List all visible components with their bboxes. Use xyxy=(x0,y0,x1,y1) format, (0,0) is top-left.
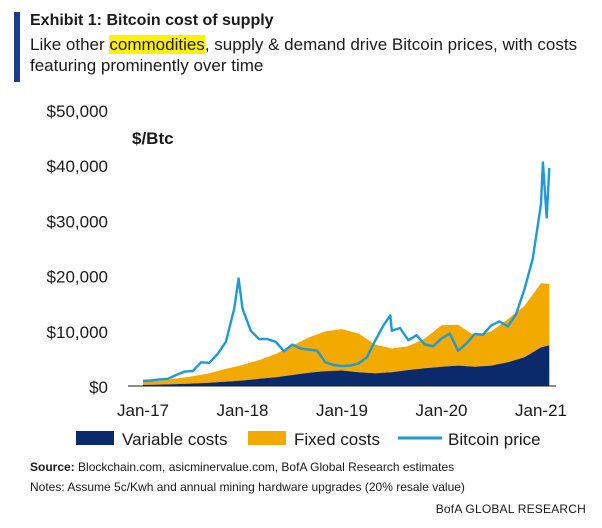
y-tick-label: $30,000 xyxy=(47,212,108,231)
x-tick-label: Jan-17 xyxy=(117,401,169,420)
x-tick-label: Jan-21 xyxy=(515,401,567,420)
source-text: Blockchain.com, asicminervalue.com, BofA… xyxy=(74,460,455,474)
fixed-costs-area xyxy=(143,283,550,385)
accent-bar xyxy=(14,12,20,82)
legend-swatch xyxy=(76,431,114,445)
subtitle-post: , supply & demand drive Bitcoin prices, … xyxy=(30,35,578,75)
x-tick-label: Jan-19 xyxy=(316,401,368,420)
legend-label: Bitcoin price xyxy=(448,430,541,449)
exhibit-subtitle: Like other commodities, supply & demand … xyxy=(30,34,590,76)
source-label: Source: xyxy=(30,460,75,474)
legend-label: Fixed costs xyxy=(294,430,380,449)
y-tick-label: $20,000 xyxy=(47,268,108,287)
x-tick-label: Jan-20 xyxy=(416,401,468,420)
source-note: Source: Blockchain.com, asicminervalue.c… xyxy=(30,460,454,474)
subtitle-pre: Like other xyxy=(30,35,110,54)
legend-label: Variable costs xyxy=(122,430,228,449)
x-tick-label: Jan-18 xyxy=(217,401,269,420)
y-tick-label: $50,000 xyxy=(47,102,108,121)
y-tick-label: $40,000 xyxy=(47,157,108,176)
subtitle-highlight: commodities xyxy=(109,35,205,54)
exhibit-title: Exhibit 1: Bitcoin cost of supply xyxy=(30,12,274,29)
variable-costs-area xyxy=(143,345,550,386)
notes-note: Notes: Assume 5c/Kwh and annual mining h… xyxy=(30,480,465,494)
legend-swatch xyxy=(248,431,286,445)
y-tick-label: $0 xyxy=(89,378,108,397)
bitcoin-cost-chart: $0 $10,000 $20,000 $30,000 $40,000 $50,000 Jan… xyxy=(47,102,567,449)
bitcoin-price-line xyxy=(142,161,551,383)
y-axis-unit-label: $/Btc xyxy=(132,129,174,148)
brand-label: BofA GLOBAL RESEARCH xyxy=(435,502,586,516)
y-tick-label: $10,000 xyxy=(47,323,108,342)
